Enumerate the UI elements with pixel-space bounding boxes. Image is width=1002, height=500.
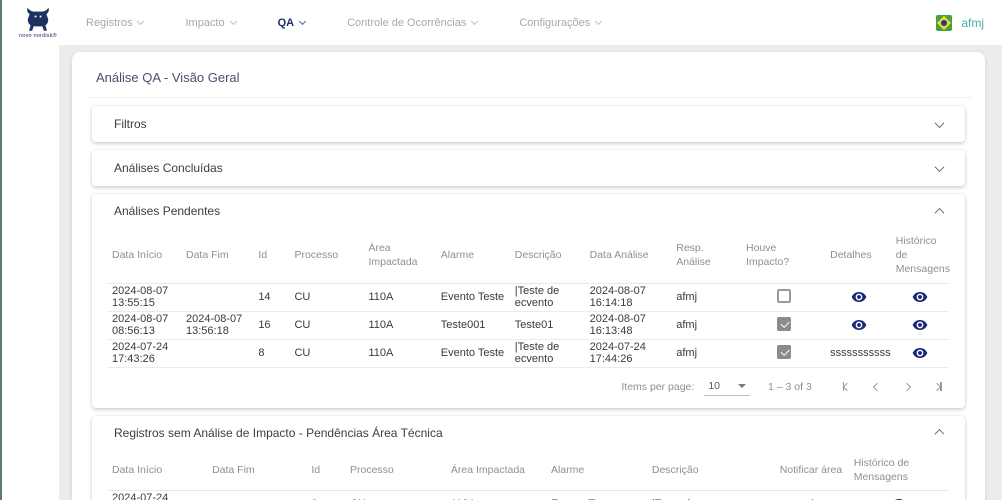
main-panel: Análise QA - Visão Geral Filtros Análise… [72,52,985,500]
previous-page-button[interactable] [867,380,887,394]
chevron-down-icon [471,17,479,26]
panel-analises-concluidas: Análises Concluídas [92,150,965,186]
houve-impacto-checkbox[interactable] [777,288,792,303]
panel-filtros-header[interactable]: Filtros [92,106,965,142]
chevron-down-icon [934,117,945,128]
chevron-down-icon [137,17,145,26]
col-data-analise: Data Análise [589,249,649,262]
panel-analises-pendentes: Análises Pendentes Data Início Data Fim … [92,194,965,408]
nav-item-controle-ocorrencias[interactable]: Controle de Ocorrências [347,17,479,29]
nav-item-impacto[interactable]: Impacto [185,17,237,29]
table-header-row: Data Início Data Fim Id Processo Área Im… [108,228,951,284]
novo-nordisk-logo[interactable]: novo nordisk® [12,6,64,39]
col-data-fim: Data Fim [186,249,229,262]
col-data-inicio: Data Início [112,463,163,476]
col-id: Id [258,249,268,262]
nav-item-qa[interactable]: QA [278,17,307,29]
page-range-label: 1 – 3 of 3 [768,380,812,393]
detalhes-text: sssssssssss [830,347,891,360]
col-houve-impacto: Houve Impacto? [746,242,790,269]
main-nav: Registros Impacto QA Controle de Ocorrên… [86,17,603,29]
col-notificar-area: Notificar área [779,463,843,476]
panel-analises-pendentes-header[interactable]: Análises Pendentes [92,194,965,228]
col-detalhes: Detalhes [830,249,872,262]
historico-eye-button[interactable] [912,317,928,333]
user-menu[interactable]: afmj [936,14,984,31]
content-background: Análise QA - Visão Geral Filtros Análise… [59,45,1002,500]
panel-filtros-title: Filtros [114,117,147,131]
last-page-button[interactable] [927,378,949,395]
historico-eye-button[interactable] [891,496,907,500]
table-row: 2024-08-07 08:56:13 2024-08-07 13:56:18 … [108,311,949,340]
col-alarme: Alarme [440,249,475,262]
username-label: afmj [961,15,984,30]
col-historico-mensagens: Histórico de Mensagens [895,235,951,276]
panel-analises-concluidas-title: Análises Concluídas [114,161,223,175]
first-page-button[interactable] [836,378,858,395]
historico-eye-button[interactable] [912,345,928,361]
table-header-row: Data Início Data Fim Id Processo Área Im… [108,450,949,491]
panel-analises-concluidas-header[interactable]: Análises Concluídas [92,150,965,186]
next-page-button[interactable] [897,380,917,394]
detalhes-eye-button[interactable] [851,317,867,333]
detalhes-eye-button[interactable] [851,289,867,305]
nav-item-configuracoes[interactable]: Configurações [519,17,603,29]
col-processo: Processo [349,463,394,476]
top-navbar: novo nordisk® Registros Impacto QA Contr… [2,0,1002,45]
bull-icon [23,6,53,32]
page-title: Análise QA - Visão Geral [86,56,971,98]
paginator: Items per page: 10 1 – 3 of 3 [92,368,965,408]
logo-wordmark: novo nordisk® [19,33,57,39]
panel-registros-sem-analise: Registros sem Análise de Impacto - Pendê… [92,415,965,500]
registros-sem-analise-table: Data Início Data Fim Id Processo Área Im… [108,450,949,500]
col-data-fim: Data Fim [212,463,255,476]
col-id: Id [311,463,321,476]
nav-item-registros[interactable]: Registros [86,17,145,29]
houve-impacto-checkbox[interactable] [777,316,792,331]
col-area-impactada: Área Impactada [368,242,418,269]
panel-analises-pendentes-title: Análises Pendentes [114,204,221,218]
col-alarme: Alarme [550,463,585,476]
col-historico-mensagens: Histórico de Mensagens [853,456,910,483]
historico-eye-button[interactable] [912,289,928,305]
col-resp-analise: Resp. Análise [676,242,711,269]
chevron-down-icon [595,17,603,26]
items-per-page-label: Items per page: [621,380,695,393]
chevron-down-icon [934,161,945,172]
col-descricao: Descrição [514,249,562,262]
col-data-inicio: Data Início [112,249,163,262]
panel-registros-sem-analise-title: Registros sem Análise de Impacto - Pendê… [114,425,443,440]
chevron-down-icon [229,17,237,26]
dropdown-arrow-icon [738,383,747,388]
brazil-flag-icon [936,14,953,31]
col-descricao: Descrição [651,463,699,476]
panel-registros-sem-analise-header[interactable]: Registros sem Análise de Impacto - Pendê… [92,416,965,450]
chevron-down-icon [299,17,307,26]
analises-pendentes-table: Data Início Data Fim Id Processo Área Im… [108,228,951,368]
col-processo: Processo [294,249,339,262]
houve-impacto-checkbox[interactable] [777,344,792,359]
table-row: 2024-07-24 15:42:23 6 CU 110A Evento Tes… [108,490,949,500]
col-area-impactada: Área Impactada [450,463,526,476]
page-size-select[interactable]: 10 [704,378,751,396]
table-row: 2024-07-24 17:43:26 8 CU 110A Evento Tes… [108,339,949,368]
chevron-up-icon [934,428,945,439]
panel-filtros: Filtros [92,106,965,142]
table-row: 2024-08-07 13:55:15 14 CU 110A Evento Te… [108,283,949,312]
chevron-up-icon [934,207,945,218]
